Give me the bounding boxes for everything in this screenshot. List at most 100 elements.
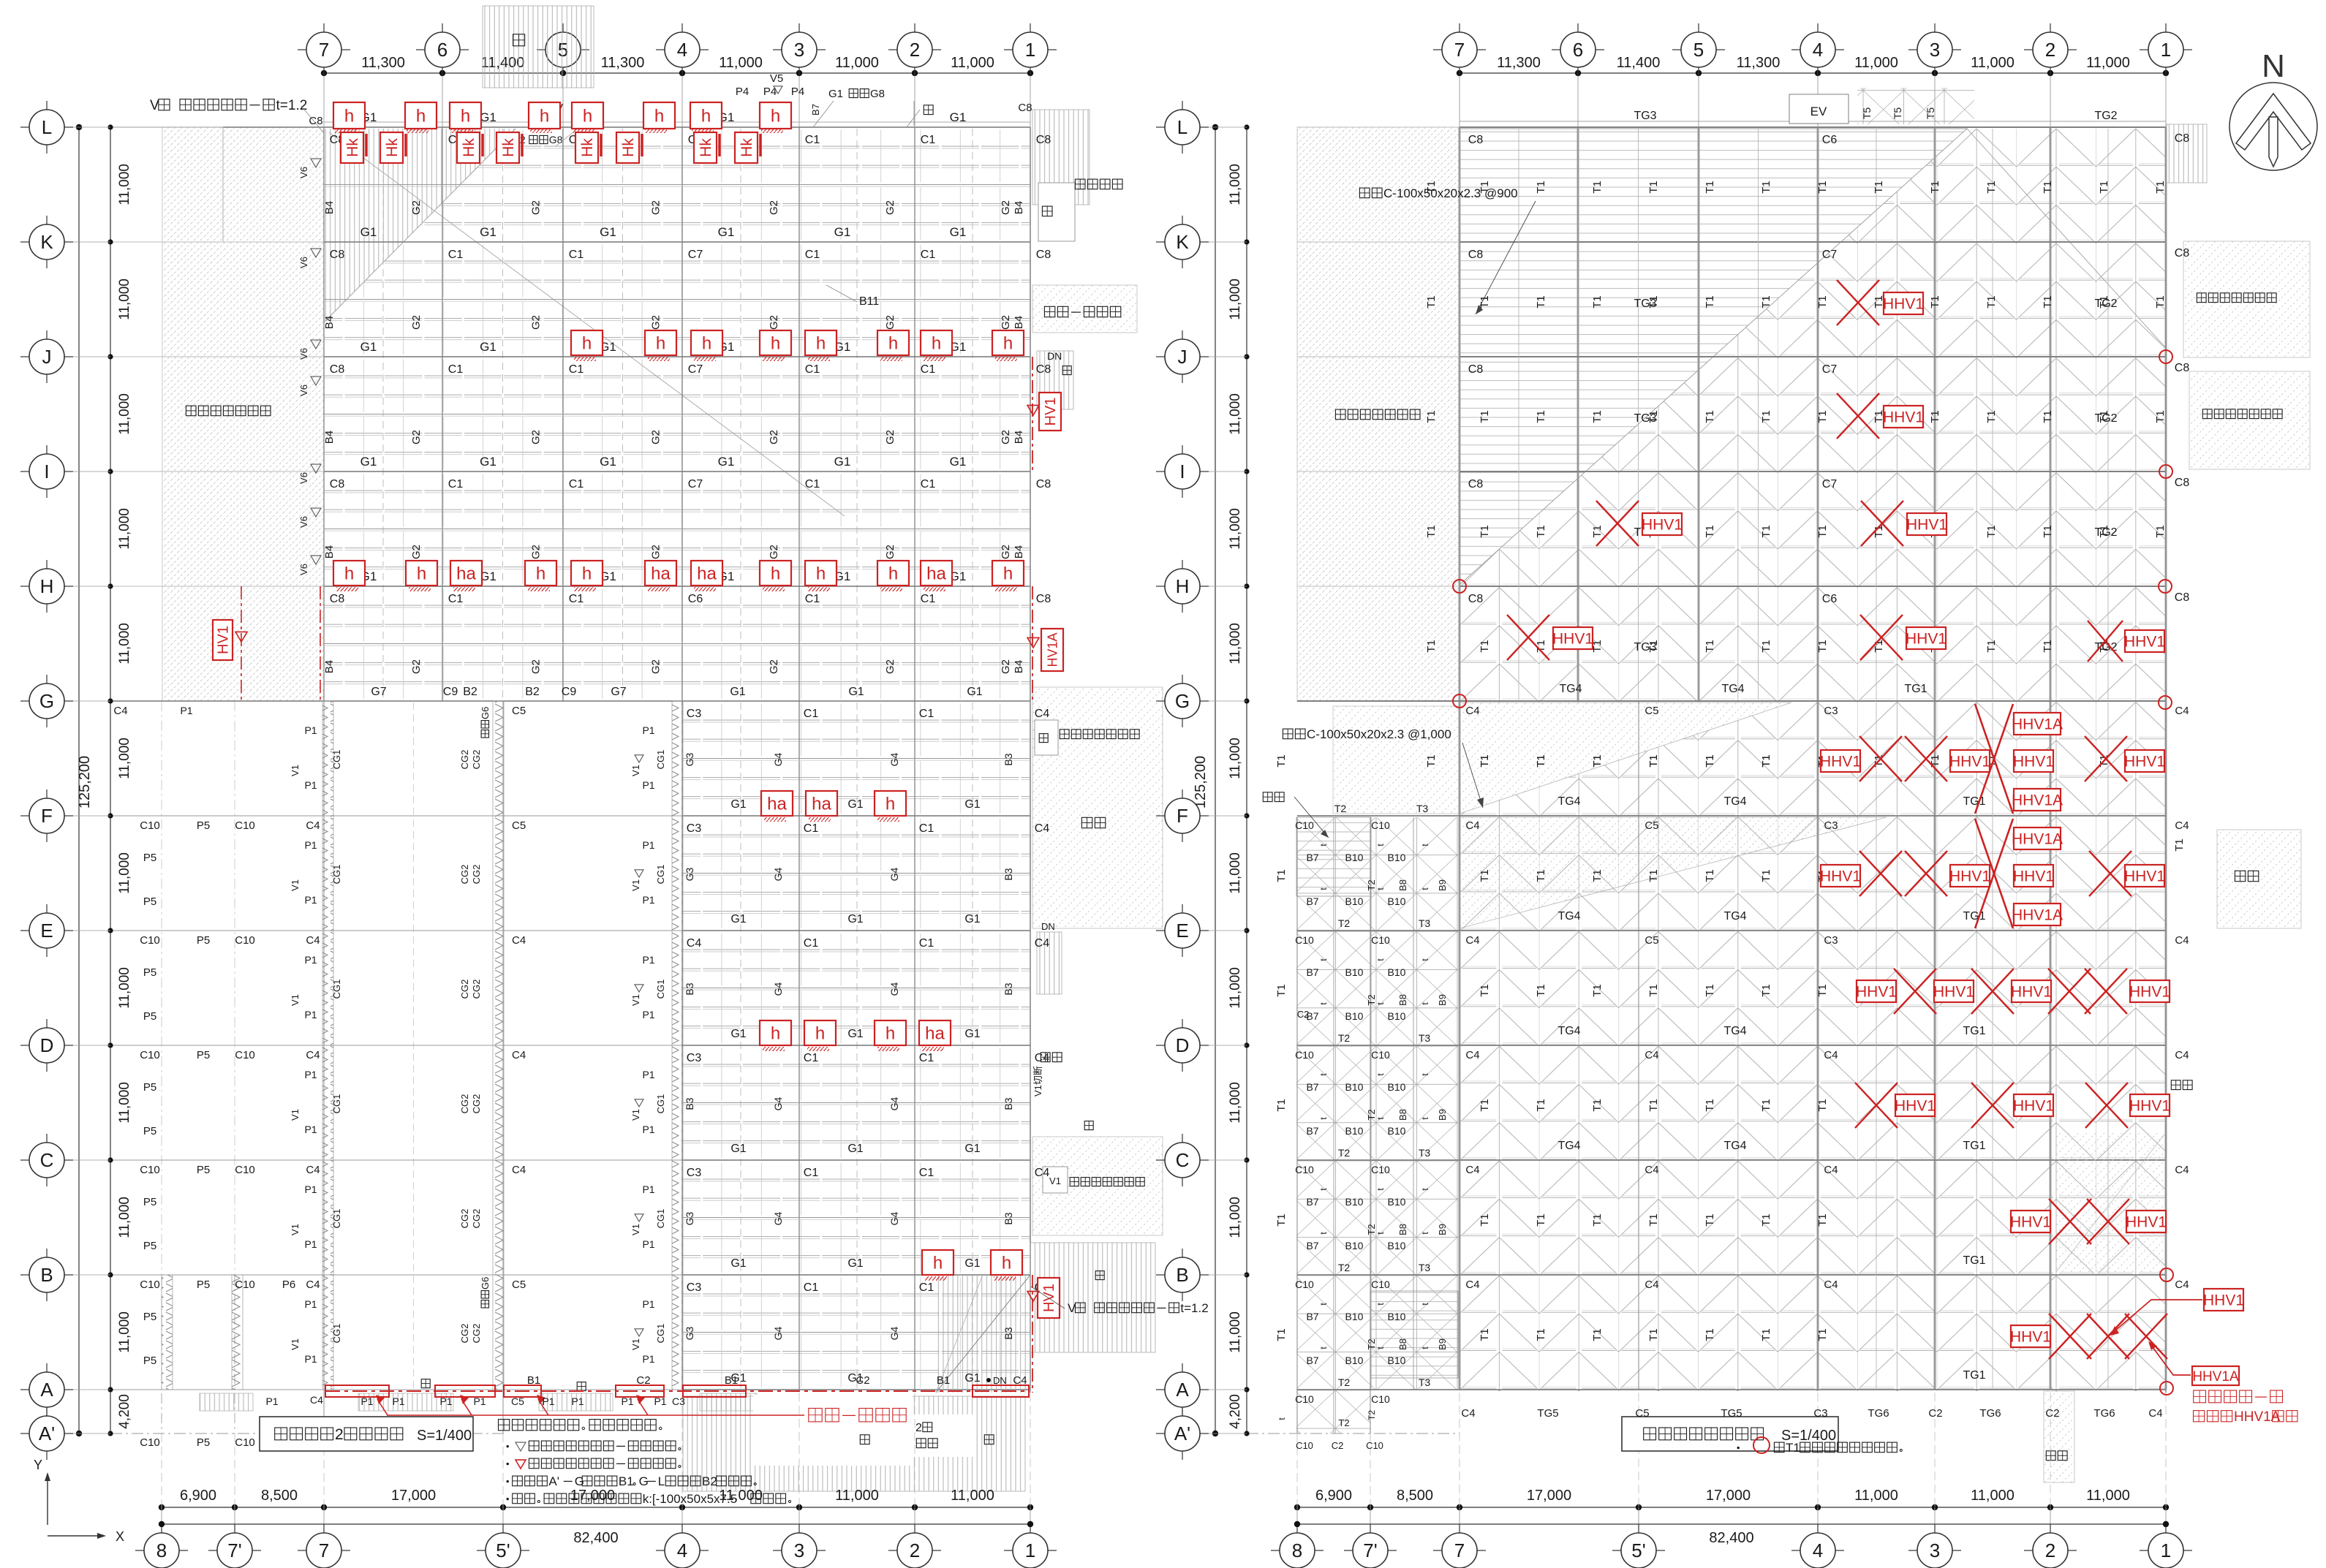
- svg-text:P5: P5: [143, 1240, 156, 1252]
- svg-text:TG5: TG5: [1721, 1407, 1742, 1420]
- svg-text:G1: G1: [964, 913, 980, 925]
- svg-text:C10: C10: [1371, 934, 1390, 946]
- svg-text:C4: C4: [2175, 1049, 2189, 1061]
- svg-text:h: h: [816, 564, 826, 584]
- svg-text:DN: DN: [1047, 350, 1062, 362]
- svg-text:TG4: TG4: [1557, 1140, 1580, 1152]
- svg-text:ha: ha: [767, 795, 787, 814]
- svg-text:P1: P1: [304, 1009, 317, 1020]
- svg-text:V6: V6: [298, 516, 309, 528]
- svg-text:TG1: TG1: [1963, 1140, 1985, 1152]
- svg-text:C10: C10: [235, 1436, 255, 1449]
- svg-text:7: 7: [1454, 39, 1465, 61]
- svg-text:HHV1: HHV1: [2124, 868, 2165, 885]
- svg-text:T1: T1: [1985, 410, 1998, 423]
- svg-text:P5: P5: [143, 1196, 156, 1208]
- svg-text:t: t: [1318, 1073, 1329, 1076]
- svg-text:CG1: CG1: [331, 980, 342, 999]
- svg-text:Hk: Hk: [384, 138, 401, 157]
- svg-text:HHV1: HHV1: [2129, 984, 2170, 1001]
- svg-text:4,200: 4,200: [117, 1394, 132, 1429]
- svg-text:T1: T1: [1816, 1213, 1829, 1227]
- svg-text:t=1.2: t=1.2: [1180, 1301, 1208, 1315]
- svg-text:B7: B7: [1306, 1355, 1318, 1366]
- svg-text:C10: C10: [1371, 1393, 1390, 1405]
- svg-text:5: 5: [1693, 39, 1704, 61]
- svg-text:G7: G7: [611, 686, 626, 698]
- svg-text:T1: T1: [1535, 984, 1547, 997]
- svg-text:V1: V1: [630, 1224, 641, 1235]
- svg-text:C8: C8: [2175, 477, 2190, 489]
- svg-text:T1: T1: [1425, 754, 1438, 768]
- svg-text:T1: T1: [1704, 1099, 1716, 1112]
- svg-text:V1: V1: [290, 994, 301, 1006]
- svg-text:G1: G1: [964, 1372, 980, 1385]
- svg-text:T1: T1: [1704, 754, 1716, 768]
- svg-text:G3: G3: [684, 867, 695, 881]
- svg-text:B4: B4: [1013, 316, 1025, 329]
- svg-text:C6: C6: [1822, 593, 1838, 605]
- svg-text:V1: V1: [630, 994, 641, 1006]
- svg-text:Y: Y: [34, 1458, 42, 1472]
- svg-text:B4: B4: [1013, 660, 1025, 673]
- svg-text:C4: C4: [1035, 1052, 1050, 1064]
- svg-text:T1: T1: [1535, 525, 1547, 538]
- svg-text:CG1: CG1: [655, 1324, 666, 1344]
- svg-text:T2: T2: [1367, 1410, 1377, 1420]
- svg-text:HV1: HV1: [1041, 1284, 1057, 1312]
- svg-text:G1: G1: [847, 1028, 863, 1040]
- svg-text:HHV1A: HHV1A: [2192, 1369, 2239, 1385]
- svg-text:TG1: TG1: [1963, 1254, 1985, 1267]
- svg-text:P5: P5: [143, 966, 156, 979]
- svg-text:V1: V1: [630, 1338, 641, 1350]
- svg-text:C7: C7: [688, 363, 703, 376]
- svg-text:T1: T1: [1535, 1328, 1547, 1341]
- svg-text:G1: G1: [600, 569, 616, 583]
- svg-text:P1: P1: [304, 1124, 317, 1135]
- svg-text:T1: T1: [1760, 640, 1772, 653]
- svg-text:B7: B7: [1306, 895, 1318, 907]
- svg-text:T3: T3: [1416, 803, 1429, 814]
- svg-text:T1: T1: [1704, 640, 1716, 653]
- svg-text:G4: G4: [888, 1211, 900, 1225]
- svg-text:B8: B8: [1397, 994, 1408, 1006]
- svg-text:T1: T1: [1760, 295, 1772, 308]
- svg-text:TG3: TG3: [1634, 298, 1656, 310]
- svg-text:h: h: [1003, 334, 1013, 354]
- svg-text:C10: C10: [140, 819, 160, 832]
- svg-text:HHV1: HHV1: [2011, 984, 2052, 1001]
- svg-text:G2: G2: [410, 545, 423, 559]
- svg-text:11,000: 11,000: [1854, 55, 1898, 71]
- svg-text:TG1: TG1: [1963, 795, 1985, 808]
- svg-text:G6: G6: [480, 707, 491, 719]
- svg-text:V: V: [1068, 1301, 1076, 1315]
- svg-text:11,000: 11,000: [1228, 1082, 1243, 1124]
- svg-text:G4: G4: [772, 982, 784, 996]
- svg-text:P5: P5: [143, 1010, 156, 1023]
- svg-text:CG1: CG1: [331, 750, 342, 770]
- svg-text:T1: T1: [1535, 295, 1547, 308]
- svg-text:t: t: [1420, 958, 1430, 961]
- svg-text:TG6: TG6: [1868, 1407, 1889, 1420]
- svg-text:C7: C7: [1822, 363, 1838, 376]
- svg-text:B3: B3: [1002, 982, 1014, 995]
- svg-text:B9: B9: [1437, 879, 1448, 891]
- svg-text:P1: P1: [642, 1298, 654, 1310]
- svg-text:G1: G1: [480, 455, 496, 469]
- svg-text:C10: C10: [1295, 819, 1314, 831]
- svg-text:h: h: [416, 107, 426, 126]
- svg-text:C4: C4: [2175, 705, 2189, 717]
- svg-text:HHV1: HHV1: [1883, 296, 1924, 313]
- svg-text:G2: G2: [530, 315, 543, 330]
- svg-text:T1: T1: [1647, 1213, 1660, 1227]
- svg-text:G2: G2: [650, 200, 662, 215]
- svg-text:t: t: [1318, 958, 1329, 961]
- svg-text:T1: T1: [1760, 984, 1772, 997]
- svg-text:T1: T1: [1816, 984, 1829, 997]
- svg-text:P1: P1: [180, 705, 192, 716]
- svg-text:11,400: 11,400: [1617, 55, 1661, 71]
- svg-text:G2: G2: [768, 545, 780, 559]
- svg-text:Hk: Hk: [579, 138, 596, 157]
- svg-text:T1: T1: [1591, 640, 1604, 653]
- svg-text:HHV1A: HHV1A: [2012, 907, 2063, 924]
